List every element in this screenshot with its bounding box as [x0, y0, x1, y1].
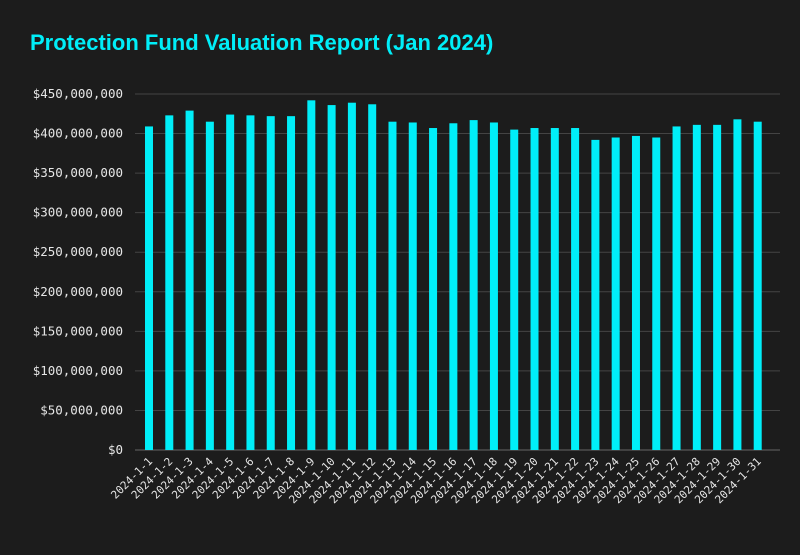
y-tick-label: $450,000,000 [33, 86, 123, 101]
bar [287, 116, 296, 450]
bar [713, 124, 722, 450]
bar [591, 139, 600, 450]
bar [266, 116, 275, 450]
bar [368, 104, 377, 450]
bar [469, 120, 478, 451]
bar [307, 100, 316, 450]
bar [145, 126, 153, 451]
y-tick-label: $250,000,000 [33, 244, 123, 259]
bar [165, 115, 174, 451]
bar [429, 128, 438, 451]
y-tick-label: $0 [108, 442, 123, 457]
y-tick-label: $100,000,000 [33, 363, 123, 378]
bar [226, 114, 235, 451]
bar [388, 121, 397, 450]
bar [652, 137, 661, 450]
bar [347, 102, 356, 451]
y-tick-label: $150,000,000 [33, 323, 123, 338]
bar [692, 124, 701, 450]
bar [631, 135, 640, 450]
bar [205, 121, 214, 450]
bar [408, 122, 417, 450]
bar [611, 137, 620, 450]
y-tick-label: $350,000,000 [33, 165, 123, 180]
chart-title: Protection Fund Valuation Report (Jan 20… [30, 30, 494, 55]
bar [571, 128, 580, 451]
bar [550, 128, 559, 451]
bar [489, 122, 498, 450]
bar [530, 128, 539, 451]
bar [733, 119, 742, 450]
y-tick-label: $200,000,000 [33, 284, 123, 299]
bar [449, 123, 458, 450]
bar [246, 115, 255, 451]
bar [510, 129, 519, 450]
y-tick-label: $400,000,000 [33, 126, 123, 141]
bar [753, 121, 762, 450]
y-tick-label: $300,000,000 [33, 205, 123, 220]
y-tick-label: $50,000,000 [40, 402, 123, 417]
bar [672, 126, 681, 451]
bar [327, 105, 336, 450]
bar [185, 110, 194, 450]
